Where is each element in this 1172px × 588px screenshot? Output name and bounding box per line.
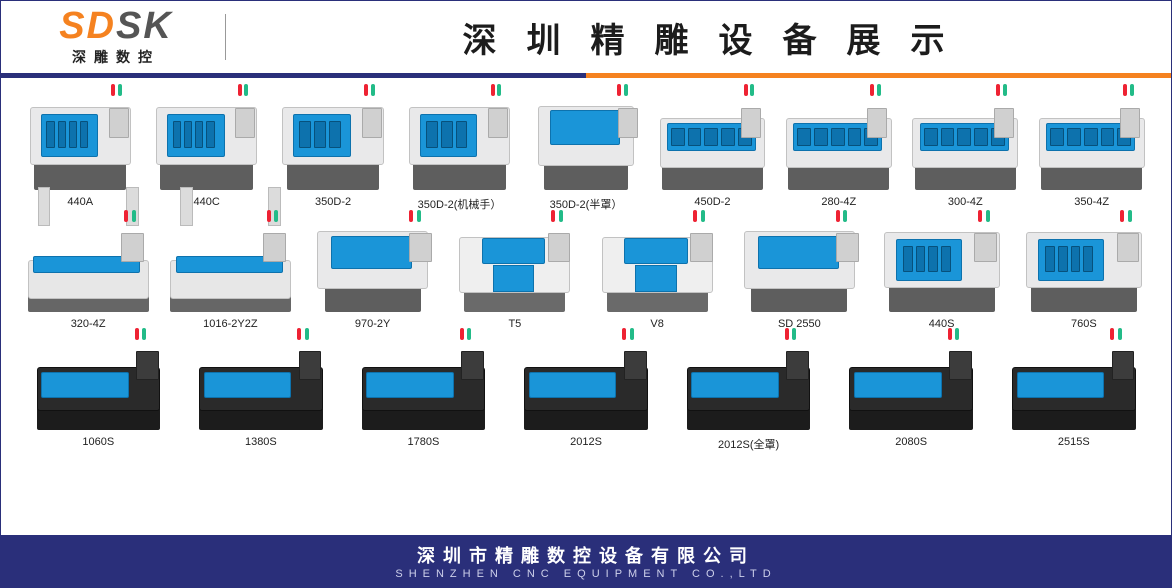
machine-image [657, 90, 767, 190]
header-divider [225, 14, 226, 60]
machine-image [784, 90, 894, 190]
product-label: 1780S [408, 436, 440, 448]
product-cell: 440S [875, 216, 1009, 330]
logo-orange: SD [59, 5, 116, 47]
machine-image [278, 90, 388, 190]
product-label: 350D-2(机械手） [418, 196, 502, 212]
product-cell: 2515S [996, 334, 1151, 452]
product-row-3: 1060S 1380S 1780S 2012S 2012S(全罩) 2080S 2515S [21, 334, 1151, 452]
machine-image [1011, 334, 1137, 430]
product-label: 2515S [1058, 436, 1090, 448]
product-label: 350-4Z [1074, 196, 1109, 208]
machine-image [523, 334, 649, 430]
product-cell: 1060S [21, 334, 176, 452]
product-cell: 350D-2(半罩） [527, 90, 645, 212]
machine-image [310, 216, 436, 312]
logo-sub: 深雕数控 [72, 47, 160, 67]
product-label: 320-4Z [71, 318, 106, 330]
machine-image [25, 90, 135, 190]
product-cell: 2012S [509, 334, 664, 452]
product-label: 280-4Z [821, 196, 856, 208]
product-label: 440C [194, 196, 220, 208]
logo: SDSK 深雕数控 [21, 7, 211, 67]
product-cell: 350D-2(机械手） [400, 90, 518, 212]
product-cell: 970-2Y [306, 216, 440, 330]
product-label: 440A [67, 196, 93, 208]
product-cell: T5 [448, 216, 582, 330]
product-label: 2012S(全罩) [718, 436, 779, 452]
footer: 深圳市精雕数控设备有限公司 SHENZHEN CNC EQUIPMENT CO.… [1, 535, 1171, 587]
product-label: T5 [508, 318, 521, 330]
machine-image [452, 216, 578, 312]
product-cell: 2012S(全罩) [671, 334, 826, 452]
product-label: 1016-2Y2Z [203, 318, 257, 330]
product-label: 1060S [82, 436, 114, 448]
product-cell: V8 [590, 216, 724, 330]
product-label: 760S [1071, 318, 1097, 330]
machine-image [686, 334, 812, 430]
product-cell: 450D-2 [653, 90, 771, 212]
product-cell: 440C [147, 90, 265, 212]
footer-company-cn: 深圳市精雕数控设备有限公司 [417, 542, 755, 568]
machine-image [198, 334, 324, 430]
footer-company-en: SHENZHEN CNC EQUIPMENT CO.,LTD [395, 568, 776, 580]
page-title: 深圳精雕设备展示 [256, 13, 1151, 62]
product-label: 2012S [570, 436, 602, 448]
product-label: 300-4Z [948, 196, 983, 208]
machine-image [167, 216, 293, 312]
product-cell: 350D-2 [274, 90, 392, 212]
machine-image [531, 90, 641, 190]
product-cell: 320-4Z [21, 216, 155, 330]
machine-image [405, 90, 515, 190]
product-cell: 300-4Z [906, 90, 1024, 212]
machine-image [360, 334, 486, 430]
machine-image [879, 216, 1005, 312]
logo-main: SDSK [59, 7, 173, 45]
product-cell: 760S [1017, 216, 1151, 330]
product-label: 1380S [245, 436, 277, 448]
product-cell: SD 2550 [732, 216, 866, 330]
product-cell: 280-4Z [780, 90, 898, 212]
machine-image [25, 216, 151, 312]
product-grid: 440A 440C 350D-2 350D-2(机械手） 350D-2(半罩） 450D-… [1, 78, 1171, 535]
product-label: 450D-2 [694, 196, 730, 208]
product-label: 2080S [895, 436, 927, 448]
product-cell: 350-4Z [1033, 90, 1151, 212]
machine-image [1021, 216, 1147, 312]
machine-image [152, 90, 262, 190]
product-cell: 1380S [184, 334, 339, 452]
poster-frame: SDSK 深雕数控 深圳精雕设备展示 440A 440C 350D-2 350D-2(… [0, 0, 1172, 588]
machine-image [594, 216, 720, 312]
product-label: 350D-2 [315, 196, 351, 208]
machine-image [736, 216, 862, 312]
product-cell: 1780S [346, 334, 501, 452]
product-cell: 2080S [834, 334, 989, 452]
product-label: V8 [650, 318, 663, 330]
header: SDSK 深雕数控 深圳精雕设备展示 [1, 1, 1171, 73]
machine-image [1037, 90, 1147, 190]
machine-image [848, 334, 974, 430]
product-row-2: 320-4Z 1016-2Y2Z 970-2Y T5 V8 SD 2550440S 760S [21, 216, 1151, 330]
logo-grey: SK [116, 5, 173, 47]
product-cell: 1016-2Y2Z [163, 216, 297, 330]
machine-image [35, 334, 161, 430]
machine-image [910, 90, 1020, 190]
product-label: 970-2Y [355, 318, 390, 330]
